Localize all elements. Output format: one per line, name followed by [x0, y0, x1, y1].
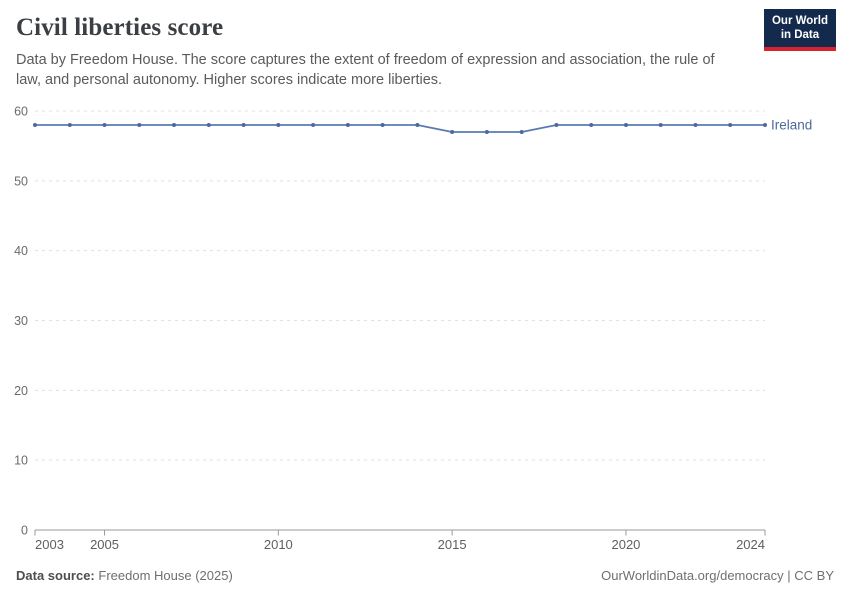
y-axis-tick-label: 30 — [14, 314, 28, 328]
y-axis-tick-label: 60 — [14, 105, 28, 119]
owid-logo-line2: in Data — [780, 28, 820, 41]
data-point[interactable] — [728, 123, 733, 127]
page-title: Civil liberties score — [16, 14, 224, 41]
data-point[interactable] — [102, 123, 107, 127]
chart-header: Civil liberties score Data by Freedom Ho… — [16, 14, 760, 90]
data-point[interactable] — [172, 123, 176, 127]
owid-logo[interactable]: Our World in Data — [763, 9, 836, 51]
y-axis-tick-label: 10 — [14, 454, 28, 468]
data-point[interactable] — [763, 123, 767, 127]
chart-footer: Data source: Freedom House (2025) OurWor… — [16, 568, 834, 583]
chart-subtitle: Data by Freedom House. The score capture… — [16, 52, 715, 88]
data-point[interactable] — [241, 123, 246, 127]
line-chart: 0 10 20 30 40 50 60 2003 2005 2010 2015 2020 2024 Ire… — [0, 100, 850, 560]
x-axis-tick-label: 2020 — [611, 537, 640, 552]
owid-logo-line1: Our World — [771, 15, 828, 27]
y-axis-tick-label: 0 — [21, 524, 28, 538]
data-source-value: Freedom House (2025) — [98, 568, 233, 583]
data-point[interactable] — [311, 123, 316, 127]
data-point[interactable] — [33, 123, 37, 127]
chart-canvas[interactable]: 0 10 20 30 40 50 60 2003 2005 2010 2015 2020 2024 Ire… — [0, 100, 850, 560]
x-axis-tick-label: 2024 — [736, 537, 765, 552]
data-point[interactable] — [554, 123, 559, 127]
data-point[interactable] — [137, 123, 142, 127]
data-point[interactable] — [345, 123, 350, 127]
data-point[interactable] — [67, 123, 72, 127]
data-source: Data source: Freedom House (2025) — [16, 568, 233, 583]
series-label[interactable]: Ireland — [771, 117, 812, 132]
data-point[interactable] — [484, 130, 489, 134]
y-axis-tick-label: 50 — [14, 174, 28, 188]
y-axis-tick-label: 20 — [14, 384, 28, 398]
x-axis-tick-label: 2003 — [35, 537, 64, 552]
data-point[interactable] — [624, 123, 628, 127]
data-point[interactable] — [276, 123, 281, 127]
data-point[interactable] — [658, 123, 663, 127]
data-point[interactable] — [589, 123, 594, 127]
data-point[interactable] — [206, 123, 211, 127]
x-axis-tick-label: 2005 — [90, 537, 119, 552]
data-point[interactable] — [693, 123, 698, 127]
y-axis-tick-label: 40 — [14, 244, 28, 258]
owid-cc-link[interactable]: OurWorldinData.org/democracy | CC BY — [601, 568, 834, 583]
x-axis-tick-label: 2015 — [438, 537, 467, 552]
data-point[interactable] — [519, 130, 524, 134]
data-source-label: Data source: — [16, 568, 95, 583]
data-point[interactable] — [415, 123, 420, 127]
data-point[interactable] — [380, 123, 385, 127]
x-axis-tick-label: 2010 — [264, 537, 293, 552]
series-line[interactable] — [35, 124, 765, 133]
data-point[interactable] — [450, 130, 455, 134]
